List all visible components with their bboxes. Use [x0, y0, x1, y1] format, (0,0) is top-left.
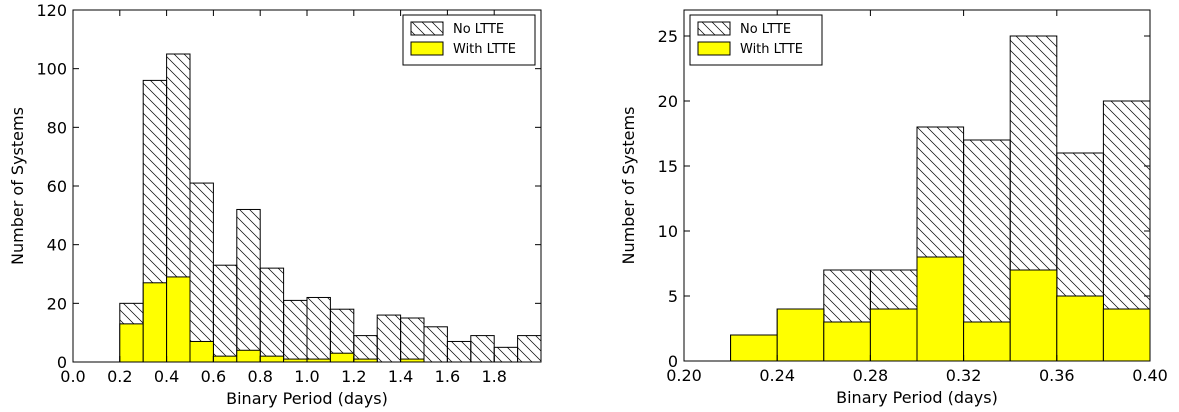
bar	[306, 296, 331, 363]
bar	[916, 256, 965, 362]
y-tick-label: 80	[47, 118, 67, 137]
bar	[470, 335, 495, 363]
legend-label: No LTTE	[740, 22, 791, 37]
bar	[493, 346, 519, 363]
bar	[259, 355, 285, 363]
plot-frame	[683, 9, 1151, 362]
bar	[963, 321, 1011, 362]
legend: No LTTE With LTTE	[402, 14, 536, 66]
legend-swatch	[697, 21, 731, 36]
legend-label: With LTTE	[740, 42, 803, 57]
y-tick-label: 0	[668, 352, 678, 371]
x-tick-label: 1.0	[294, 367, 319, 386]
x-tick-label: 0.2	[107, 367, 132, 386]
bar	[236, 349, 261, 363]
bar	[212, 264, 238, 363]
bar	[329, 352, 355, 363]
x-axis-label: Binary Period (days)	[836, 388, 998, 407]
bar	[189, 182, 214, 363]
bar	[1009, 269, 1058, 362]
x-tick-label: 0.24	[759, 366, 795, 385]
legend-label: No LTTE	[453, 22, 504, 37]
y-tick-label: 40	[47, 236, 67, 255]
bar	[236, 208, 261, 363]
y-tick-label: 100	[36, 60, 67, 79]
bar	[776, 308, 825, 362]
legend: No LTTE With LTTE	[689, 14, 823, 66]
x-tick-label: 0.40	[1132, 366, 1168, 385]
bar	[1102, 308, 1151, 362]
bar	[119, 323, 144, 363]
bar	[376, 314, 402, 363]
y-tick-label: 60	[47, 177, 67, 196]
bar	[730, 334, 778, 362]
x-tick-label: 0.36	[1039, 366, 1075, 385]
bar	[423, 326, 448, 363]
bar	[823, 321, 871, 362]
x-tick-label: 1.8	[481, 367, 506, 386]
bar	[446, 340, 472, 363]
y-tick-label: 10	[658, 222, 678, 241]
bar	[869, 308, 918, 362]
x-tick-label: 0.32	[946, 366, 982, 385]
x-tick-label: 0.4	[154, 367, 179, 386]
bar	[142, 282, 168, 363]
y-tick-label: 20	[47, 294, 67, 313]
x-tick-label: 1.4	[388, 367, 413, 386]
y-tick-label: 15	[658, 157, 678, 176]
bar	[1056, 295, 1104, 362]
legend-swatch	[697, 41, 731, 56]
bar	[166, 276, 191, 363]
bar	[400, 317, 425, 363]
bar	[283, 299, 308, 363]
bar	[517, 335, 542, 363]
x-tick-label: 0.28	[853, 366, 889, 385]
x-tick-label: 1.6	[435, 367, 460, 386]
x-tick-label: 0.20	[666, 366, 702, 385]
legend-swatch	[410, 21, 444, 36]
y-tick-label: 0	[57, 353, 67, 372]
y-tick-label: 120	[36, 1, 67, 20]
bar	[353, 335, 378, 363]
x-tick-label: 0.6	[201, 367, 226, 386]
legend-swatch	[410, 41, 444, 56]
x-axis-label: Binary Period (days)	[226, 389, 388, 408]
y-tick-label: 20	[658, 92, 678, 111]
bar	[212, 355, 238, 363]
y-tick-label: 25	[658, 27, 678, 46]
x-tick-label: 0.0	[60, 367, 85, 386]
legend-label: With LTTE	[453, 42, 516, 57]
y-axis-label: Number of Systems	[8, 107, 27, 265]
bar	[259, 267, 285, 363]
y-axis-label: Number of Systems	[619, 107, 638, 265]
y-tick-label: 5	[668, 287, 678, 306]
x-tick-label: 0.8	[247, 367, 272, 386]
x-tick-label: 1.2	[341, 367, 366, 386]
bar	[189, 340, 214, 363]
